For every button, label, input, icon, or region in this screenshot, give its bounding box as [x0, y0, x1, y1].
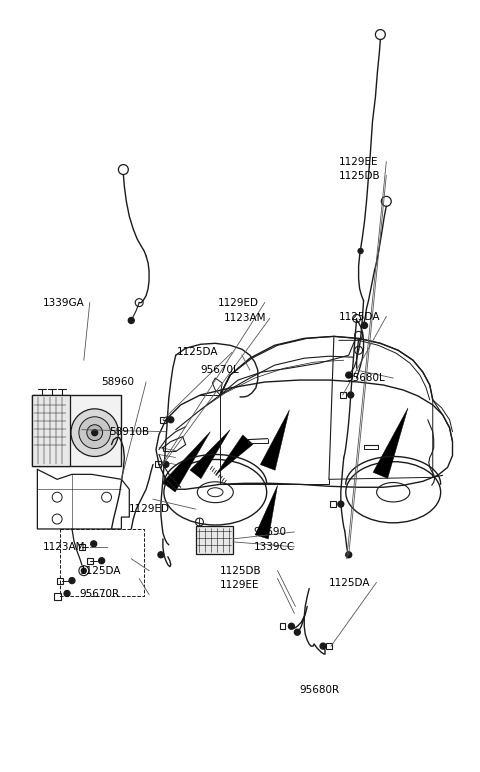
Circle shape [288, 623, 294, 629]
Text: 1125DB: 1125DB [339, 171, 381, 181]
Text: 95680R: 95680R [300, 685, 339, 695]
Circle shape [320, 643, 326, 649]
Circle shape [346, 552, 352, 557]
Circle shape [358, 249, 363, 253]
Circle shape [294, 629, 300, 635]
Bar [195, 526, 233, 554]
Bar [326, 643, 332, 649]
Circle shape [64, 591, 70, 597]
Circle shape [92, 430, 97, 435]
Circle shape [158, 552, 164, 557]
Circle shape [361, 323, 368, 328]
Text: 95680L: 95680L [347, 373, 385, 383]
Bar [160, 417, 166, 423]
Text: 1125DA: 1125DA [339, 312, 380, 321]
Text: 58960: 58960 [102, 377, 134, 387]
Polygon shape [373, 408, 408, 479]
Polygon shape [163, 432, 210, 492]
Circle shape [99, 557, 105, 564]
Circle shape [163, 462, 169, 467]
Bar [33, 395, 121, 466]
Bar [60, 529, 144, 597]
Text: 95690: 95690 [254, 527, 287, 537]
Text: 95670L: 95670L [201, 365, 239, 375]
Text: 1123AM: 1123AM [42, 542, 85, 552]
Circle shape [346, 372, 352, 378]
Circle shape [168, 417, 174, 423]
Circle shape [79, 417, 110, 449]
Text: 1129ED: 1129ED [129, 504, 170, 514]
Circle shape [87, 425, 103, 441]
Bar [57, 577, 63, 584]
Text: 1339GA: 1339GA [42, 297, 84, 307]
Circle shape [91, 541, 96, 547]
Bar [79, 543, 85, 550]
Text: 1123AM: 1123AM [224, 313, 267, 323]
Text: 1129EE: 1129EE [339, 157, 378, 167]
Bar [340, 392, 346, 398]
Circle shape [128, 317, 134, 323]
Circle shape [81, 568, 86, 573]
Bar [54, 593, 60, 600]
Bar [279, 623, 286, 629]
Circle shape [69, 577, 75, 584]
Text: 1125DB: 1125DB [220, 566, 262, 576]
Polygon shape [260, 410, 289, 470]
Text: 1125DA: 1125DA [177, 347, 218, 357]
Text: 1129EE: 1129EE [220, 580, 260, 590]
Text: 58910B: 58910B [109, 427, 150, 437]
Text: 1125DA: 1125DA [329, 577, 371, 587]
Text: 95670R: 95670R [80, 590, 120, 600]
Polygon shape [190, 430, 230, 479]
Bar [155, 462, 161, 467]
Text: 1129ED: 1129ED [218, 297, 259, 307]
Circle shape [338, 501, 344, 507]
Bar [33, 395, 70, 466]
Text: 1339CC: 1339CC [254, 542, 295, 552]
Circle shape [71, 409, 119, 456]
Bar [87, 557, 93, 564]
Bar [330, 501, 336, 507]
Polygon shape [216, 435, 253, 476]
Text: 1125DA: 1125DA [80, 566, 121, 576]
Polygon shape [255, 486, 277, 539]
Circle shape [348, 392, 354, 398]
